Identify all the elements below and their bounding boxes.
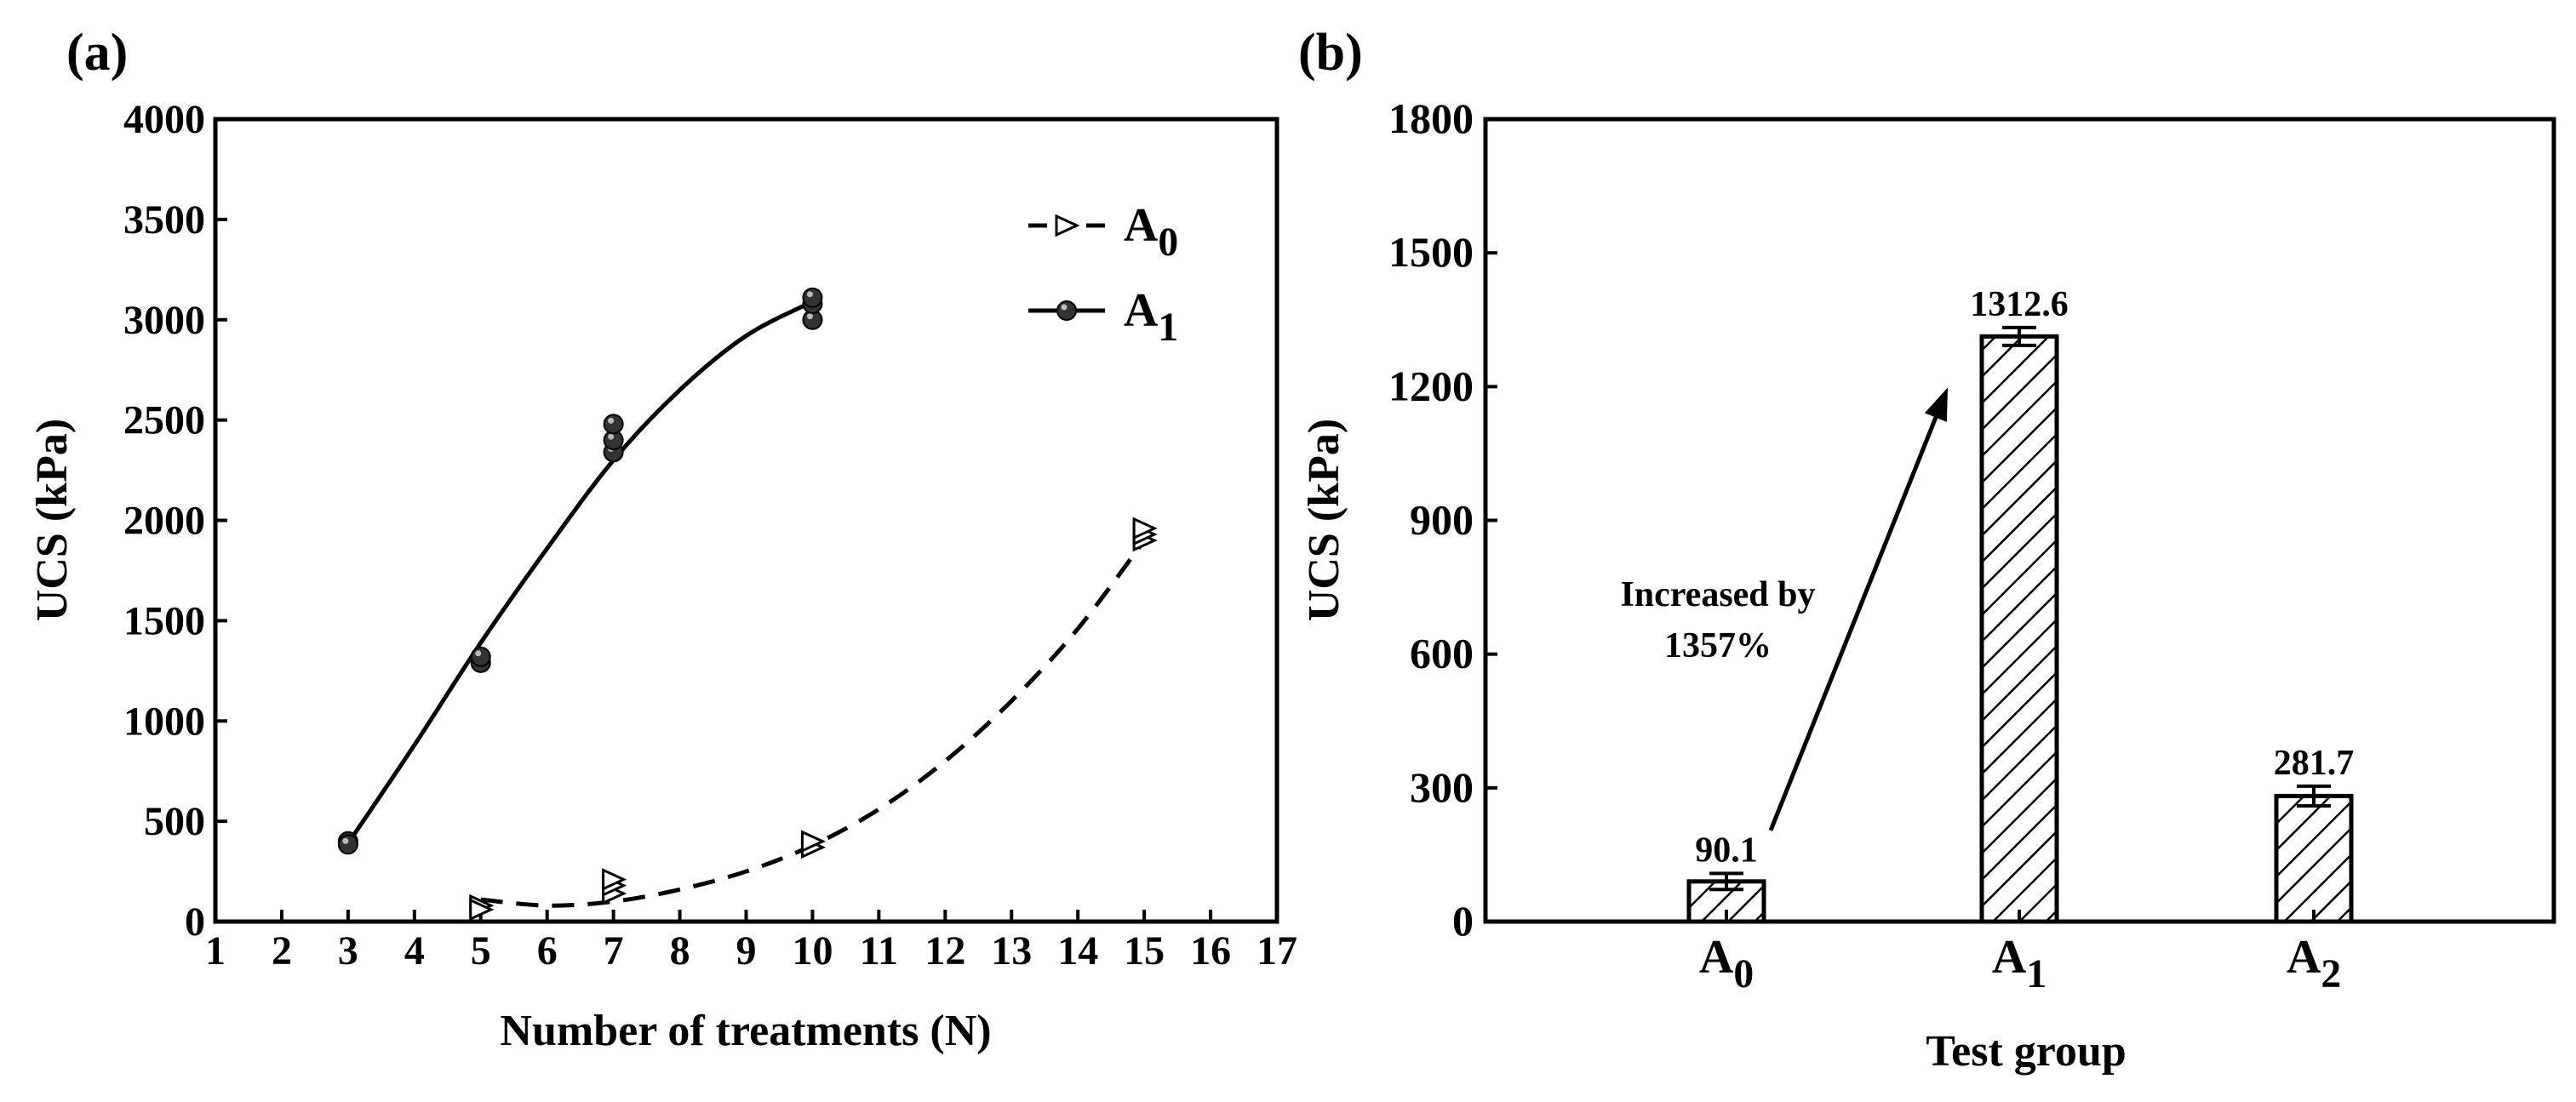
category-label-subscript: 0	[1733, 952, 1754, 996]
y-tick-label: 500	[144, 799, 205, 844]
data-point-a1	[470, 646, 491, 667]
category-label-subscript: 2	[2321, 952, 2341, 996]
data-point-a1	[337, 834, 358, 855]
x-tick-label: 1	[205, 928, 226, 974]
legend-marker-a1	[1056, 300, 1077, 321]
y-tick-label: 4000	[123, 97, 205, 142]
y-tick-label: 0	[1452, 897, 1474, 945]
legend-label-letter: A	[1124, 199, 1159, 252]
y-tick-label: 1800	[1388, 94, 1474, 142]
x-tick-label: 14	[1057, 928, 1098, 974]
x-tick-label: 16	[1190, 928, 1231, 974]
data-point-a1-highlight	[475, 650, 482, 657]
data-point-a0	[469, 898, 495, 922]
x-tick-label: 12	[924, 928, 965, 974]
annotation-line-1: Increased by	[1620, 575, 1815, 614]
y-tick-label: 600	[1410, 630, 1474, 677]
legend-label: A1	[1124, 284, 1178, 350]
x-tick-label: 11	[860, 928, 898, 974]
annotation-line-2: 1357%	[1664, 626, 1772, 665]
data-point-a1-highlight	[806, 291, 813, 298]
category-label: A0	[1699, 931, 1754, 996]
bar-value-label: 1312.6	[1970, 285, 2069, 324]
panel-b-y-axis-label: UCS (kPa)	[1300, 419, 1348, 621]
legend-label-subscript: 1	[1158, 305, 1178, 350]
bar-value-label: 90.1	[1695, 831, 1758, 870]
y-tick-label: 2500	[123, 398, 205, 443]
x-tick-label: 10	[792, 928, 833, 974]
x-tick-label: 17	[1257, 928, 1297, 974]
data-point-a1-highlight	[608, 417, 615, 424]
x-tick-label: 4	[404, 928, 425, 974]
panel-b-x-axis-label: Test group	[1926, 1027, 2127, 1076]
data-point-a1-highlight	[806, 313, 813, 320]
x-tick-label: 9	[736, 928, 757, 974]
x-tick-label: 7	[604, 928, 624, 974]
legend-label: A0	[1124, 199, 1178, 265]
y-tick-label: 2000	[123, 499, 205, 544]
panel-a-data-points	[337, 287, 1158, 922]
y-tick-label: 1000	[123, 699, 205, 744]
panel-a-y-axis-label: UCS (kPa)	[28, 419, 77, 621]
category-label-letter: A	[1699, 931, 1734, 984]
y-tick-label: 1500	[1388, 228, 1474, 276]
y-tick-label: 3000	[123, 298, 205, 343]
category-label-letter: A	[1992, 931, 2027, 984]
x-tick-label: 5	[471, 928, 491, 974]
y-tick-label: 300	[1410, 763, 1474, 811]
legend-label-subscript: 0	[1158, 220, 1178, 265]
category-label-letter: A	[2287, 931, 2321, 984]
panel-a-y-ticks: 0 500 1000 1500 2000 2500 3000 3500 4000	[123, 97, 227, 945]
x-tick-label: 3	[338, 928, 358, 974]
y-tick-label: 1200	[1388, 362, 1474, 409]
bar	[2274, 793, 2354, 924]
panel-b-y-ticks: 0 300 600 900 1200 1500 1800	[1388, 94, 1497, 945]
data-point-a1	[802, 287, 823, 308]
data-point-a0	[1132, 517, 1158, 540]
panel-b-label: (b)	[1298, 24, 1363, 82]
panel-a-x-axis-label: Number of treatments (N)	[500, 1007, 991, 1055]
category-label: A2	[2287, 931, 2341, 996]
increase-arrow-head	[1924, 387, 1948, 422]
y-tick-label: 3500	[123, 197, 205, 243]
legend-label-letter: A	[1124, 284, 1159, 337]
bar-value-label: 281.7	[2274, 744, 2355, 783]
data-point-a1-highlight	[608, 433, 615, 440]
data-point-a1-highlight	[342, 837, 349, 844]
y-tick-label: 1500	[123, 598, 205, 643]
fit-curve-a1	[346, 300, 814, 845]
category-label-subscript: 1	[2026, 952, 2046, 996]
panel-b-annotation: Increased by 1357%	[1620, 387, 1948, 831]
y-tick-label: 900	[1410, 496, 1474, 544]
x-tick-label: 8	[670, 928, 690, 974]
panel-a-x-ticks: 1 2 3 4 5 6 7 8 9 10 11 12 13 14 15 16 17	[205, 910, 1297, 974]
legend-marker-a1-highlight	[1061, 304, 1068, 311]
panel-a-label: (a)	[66, 24, 128, 82]
increase-arrow	[1768, 416, 1938, 831]
x-tick-label: 13	[991, 928, 1032, 974]
x-tick-label: 15	[1124, 928, 1165, 974]
y-tick-label: 0	[185, 899, 205, 945]
bar	[1979, 334, 2059, 924]
legend-marker-a0	[1055, 214, 1080, 237]
panel-a-fit-curves	[346, 300, 1147, 908]
data-point-a1	[603, 414, 624, 435]
data-point-a0	[602, 868, 627, 891]
x-tick-label: 2	[272, 928, 292, 974]
category-label: A1	[1992, 931, 2046, 996]
x-tick-label: 6	[537, 928, 558, 974]
data-point-a0	[800, 830, 827, 854]
